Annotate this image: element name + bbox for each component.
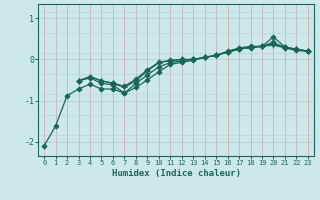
X-axis label: Humidex (Indice chaleur): Humidex (Indice chaleur) <box>111 169 241 178</box>
